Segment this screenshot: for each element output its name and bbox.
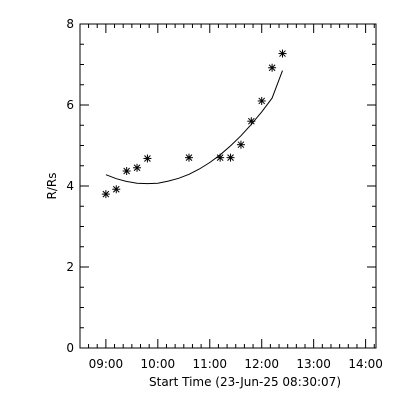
data-point	[184, 153, 193, 162]
data-point	[216, 153, 225, 162]
data-point	[112, 185, 121, 194]
data-point	[278, 49, 287, 58]
data-point	[257, 96, 266, 105]
y-tick-label: 2	[66, 260, 74, 274]
plot-frame	[79, 23, 377, 349]
data-point	[236, 140, 245, 149]
x-axis: 09:00 10:00 11:00 12:00 13:00 14:00	[88, 24, 383, 371]
fit-curve	[105, 70, 283, 185]
y-tick-label: 8	[66, 17, 74, 31]
data-point	[101, 190, 110, 199]
data-point	[226, 153, 235, 162]
y-tick-label: 0	[66, 341, 74, 355]
x-tick-label: 12:00	[244, 357, 279, 371]
x-tick-label: 09:00	[89, 357, 124, 371]
y-tick-label: 4	[66, 179, 74, 193]
x-tick-label: 10:00	[141, 357, 176, 371]
y-tick-label: 6	[66, 98, 74, 112]
y-axis-title: R/Rs	[45, 173, 59, 200]
data-point	[133, 163, 142, 172]
data-points	[101, 49, 287, 199]
y-axis: 0 2 4 6 8	[66, 17, 376, 355]
x-axis-title: Start Time (23-Jun-25 08:30:07)	[149, 375, 341, 389]
x-tick-label: 11:00	[192, 357, 227, 371]
data-point	[247, 117, 256, 126]
x-tick-label: 13:00	[296, 357, 331, 371]
data-point	[268, 63, 277, 72]
data-point	[122, 167, 131, 176]
x-tick-label: 14:00	[348, 357, 383, 371]
data-point	[143, 154, 152, 163]
